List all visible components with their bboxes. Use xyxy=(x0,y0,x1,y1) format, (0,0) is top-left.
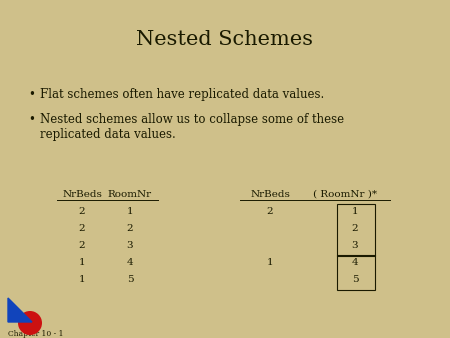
Text: NrBeds: NrBeds xyxy=(62,190,102,199)
Text: Flat schemes often have replicated data values.: Flat schemes often have replicated data … xyxy=(40,88,324,101)
Text: 2: 2 xyxy=(79,224,86,233)
Text: 3: 3 xyxy=(127,241,133,250)
Text: 5: 5 xyxy=(352,275,358,284)
Text: NrBeds: NrBeds xyxy=(250,190,290,199)
Wedge shape xyxy=(18,311,42,335)
Text: Nested Schemes: Nested Schemes xyxy=(136,30,314,49)
Text: Chapter 10 - 1: Chapter 10 - 1 xyxy=(8,330,63,338)
Polygon shape xyxy=(8,298,32,322)
Text: 5: 5 xyxy=(127,275,133,284)
Text: 1: 1 xyxy=(79,258,86,267)
Text: 1: 1 xyxy=(267,258,273,267)
Text: 2: 2 xyxy=(267,207,273,216)
Text: 2: 2 xyxy=(79,207,86,216)
Text: 1: 1 xyxy=(352,207,358,216)
Text: 1: 1 xyxy=(79,275,86,284)
Text: 2: 2 xyxy=(127,224,133,233)
Text: Nested schemes allow us to collapse some of these
replicated data values.: Nested schemes allow us to collapse some… xyxy=(40,113,344,141)
Text: 2: 2 xyxy=(79,241,86,250)
Text: 1: 1 xyxy=(127,207,133,216)
Text: •: • xyxy=(28,88,35,101)
Text: 4: 4 xyxy=(127,258,133,267)
Text: 3: 3 xyxy=(352,241,358,250)
Text: RoomNr: RoomNr xyxy=(108,190,152,199)
Bar xyxy=(337,255,375,290)
Bar xyxy=(337,204,375,256)
Text: 4: 4 xyxy=(352,258,358,267)
Text: •: • xyxy=(28,113,35,126)
Text: ( RoomNr )*: ( RoomNr )* xyxy=(313,190,377,199)
Text: 2: 2 xyxy=(352,224,358,233)
